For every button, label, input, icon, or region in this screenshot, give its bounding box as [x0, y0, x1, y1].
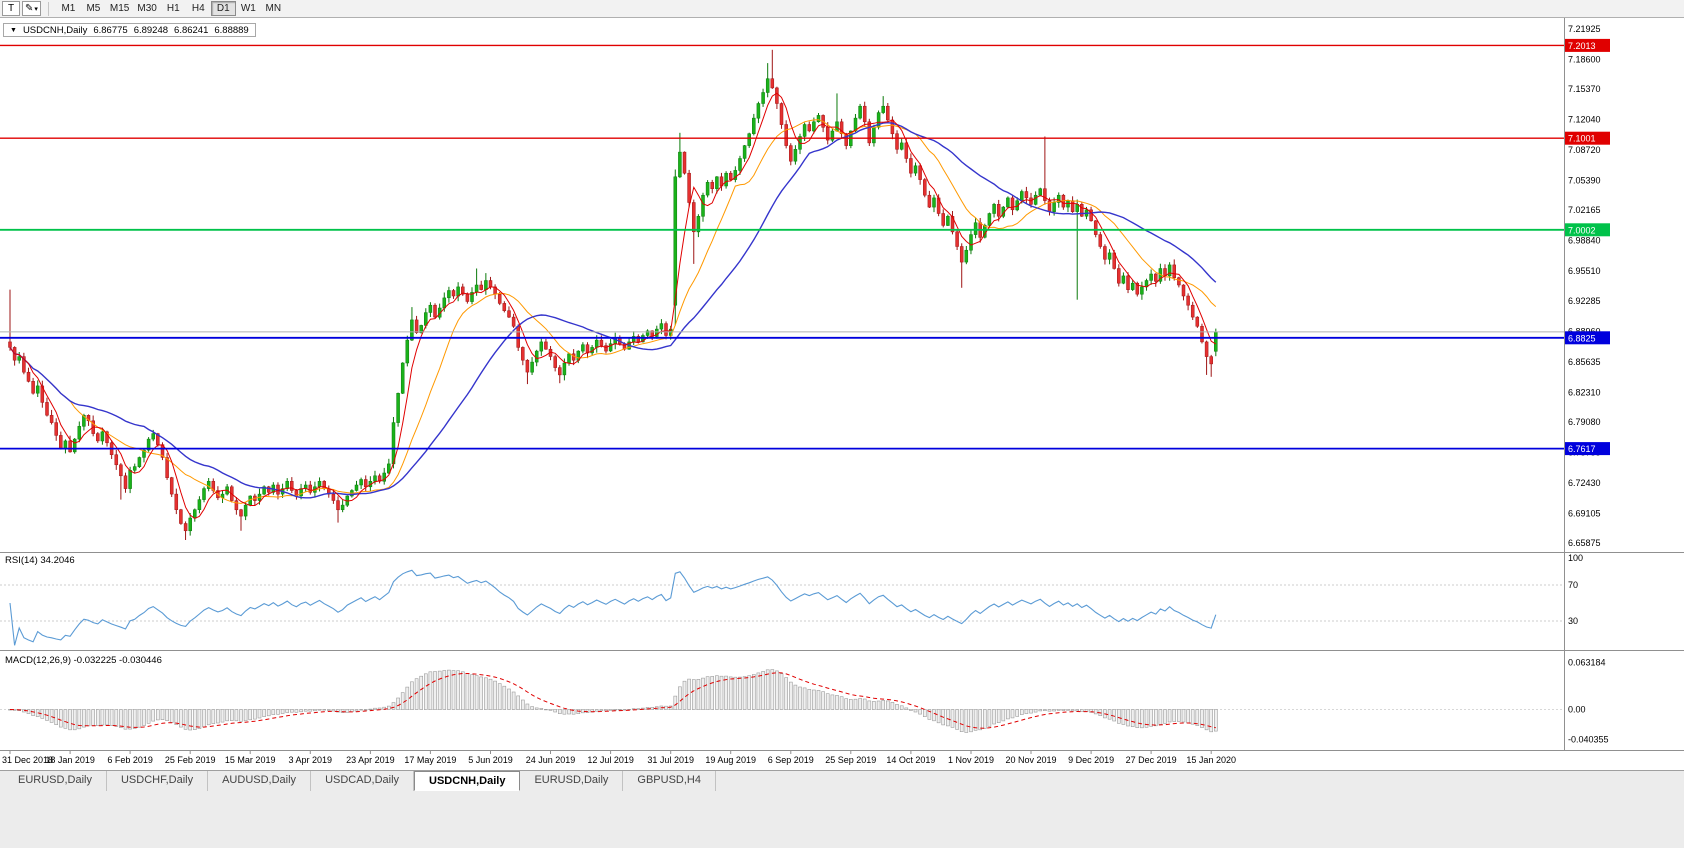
date-axis-label: 3 Apr 2019	[289, 755, 333, 765]
price-axis-tick: 7.05390	[1568, 176, 1601, 186]
date-axis-label: 19 Aug 2019	[705, 755, 756, 765]
date-axis-label: 20 Nov 2019	[1005, 755, 1056, 765]
price-axis-tick: 6.95510	[1568, 266, 1601, 276]
chevron-down-icon: ▾	[34, 5, 38, 13]
svg-text:7.0002: 7.0002	[1568, 225, 1596, 235]
rsi-axis-tick: 30	[1568, 616, 1578, 626]
price-axis-tick: 6.82310	[1568, 387, 1601, 397]
pointer-tool-button[interactable]: T	[2, 1, 20, 16]
svg-text:6.8825: 6.8825	[1568, 333, 1596, 343]
date-axis-label: 6 Feb 2019	[107, 755, 153, 765]
chart-title: ▼ USDCNH,Daily 6.86775 6.89248 6.86241 6…	[3, 23, 256, 37]
draw-tool-dropdown-button[interactable]: ✎ ▾	[22, 1, 41, 16]
ohlc-open: 6.86775	[93, 24, 128, 36]
date-axis-label: 25 Feb 2019	[165, 755, 216, 765]
date-axis-label: 31 Jul 2019	[647, 755, 694, 765]
date-axis-label: 18 Jan 2019	[45, 755, 95, 765]
chart-tab-gbpusd-h4[interactable]: GBPUSD,H4	[623, 771, 716, 791]
price-badge-7.2013: 7.2013	[1564, 38, 1610, 52]
date-axis-label: 23 Apr 2019	[346, 755, 395, 765]
timeframe-button-h1[interactable]: H1	[166, 3, 180, 14]
symbol-dropdown-icon[interactable]: ▼	[10, 26, 17, 34]
date-axis-label: 27 Dec 2019	[1126, 755, 1177, 765]
price-badge-6.7617: 6.7617	[1564, 442, 1610, 456]
chart-tab-eurusd-daily[interactable]: EURUSD,Daily	[4, 771, 107, 791]
price-axis-tick: 7.08720	[1568, 145, 1601, 155]
chart-symbol: USDCNH,Daily	[22, 24, 88, 36]
timeframe-button-m1[interactable]: M1	[61, 3, 76, 14]
toolbar: T ✎ ▾ M1 M5 M15 M30 H1 H4 D1 W1 MN	[0, 0, 1684, 18]
price-axis-tick: 6.92285	[1568, 296, 1601, 306]
rsi-axis-tick: 70	[1568, 580, 1578, 590]
price-axis-tick: 7.21925	[1568, 24, 1601, 34]
main-pane[interactable]	[0, 44, 1564, 540]
rsi-line	[9, 569, 1217, 646]
svg-text:7.2013: 7.2013	[1568, 41, 1596, 51]
timeframe-button-w1[interactable]: W1	[240, 3, 256, 14]
price-axis-tick: 7.15370	[1568, 84, 1601, 94]
price-axis[interactable]: 7.21925 7.18600 7.15370 7.12040 7.08720 7.053…	[1564, 24, 1610, 745]
chart-tab-usdcad-daily[interactable]: USDCAD,Daily	[311, 771, 415, 791]
chart-area[interactable]: 31 Dec 2018 18 Jan 2019 6 Feb 2019 25 Feb 2…	[0, 18, 1684, 770]
date-axis-label: 14 Oct 2019	[886, 755, 935, 765]
toolbar-separator	[47, 1, 49, 16]
date-axis-label: 12 Jul 2019	[587, 755, 634, 765]
timeframe-button-m5[interactable]: M5	[86, 3, 101, 14]
ohlc-close: 6.88889	[214, 24, 249, 36]
date-axis-label: 15 Mar 2019	[225, 755, 276, 765]
date-axis-label: 31 Dec 2018	[2, 755, 53, 765]
price-axis-tick: 7.02165	[1568, 205, 1601, 215]
price-badge-6.8825: 6.8825	[1564, 331, 1610, 345]
pen-icon: ✎	[25, 3, 34, 14]
price-badge-7.1001: 7.1001	[1564, 131, 1610, 145]
price-axis-tick: 6.98840	[1568, 236, 1601, 246]
date-axis-label: 15 Jan 2020	[1186, 755, 1236, 765]
price-axis-tick: 6.79080	[1568, 417, 1601, 427]
date-axis-label: 9 Dec 2019	[1068, 755, 1114, 765]
rsi-pane[interactable]	[0, 569, 1564, 646]
macd-indicator-label: MACD(12,26,9) -0.032225 -0.030446	[5, 655, 162, 666]
svg-text:6.7617: 6.7617	[1568, 444, 1596, 454]
macd-axis-tick: 0.00	[1568, 705, 1586, 715]
ohlc-low: 6.86241	[174, 24, 209, 36]
rsi-indicator-label: RSI(14) 34.2046	[5, 555, 75, 566]
timeframe-button-m30[interactable]: M30	[137, 3, 157, 14]
price-axis-tick: 6.69105	[1568, 508, 1601, 518]
timeframe-button-m15[interactable]: M15	[109, 3, 130, 14]
ma-slow-line	[9, 121, 1217, 499]
price-axis-tick: 6.72430	[1568, 478, 1601, 488]
timeframe-button-h4[interactable]: H4	[191, 3, 205, 14]
timeframe-button-d1[interactable]: D1	[210, 1, 236, 16]
chart-tab-usdchf-daily[interactable]: USDCHF,Daily	[107, 771, 209, 791]
date-axis-label: 17 May 2019	[404, 755, 456, 765]
price-axis-tick: 7.12040	[1568, 115, 1601, 125]
window-bottom-area	[0, 791, 1684, 848]
date-axis-label: 24 Jun 2019	[526, 755, 576, 765]
chart-tab-eurusd-daily[interactable]: EURUSD,Daily	[520, 771, 624, 791]
timeframe-button-mn[interactable]: MN	[265, 3, 282, 14]
macd-signal-line	[9, 672, 1216, 729]
date-axis-label: 5 Jun 2019	[468, 755, 513, 765]
price-axis-tick: 6.65875	[1568, 538, 1601, 548]
price-axis-tick: 6.85635	[1568, 357, 1601, 367]
svg-text:7.1001: 7.1001	[1568, 134, 1596, 144]
date-axis-label: 25 Sep 2019	[825, 755, 876, 765]
timeframe-buttons: M1 M5 M15 M30 H1 H4 D1 W1 MN	[56, 1, 286, 16]
ohlc-high: 6.89248	[133, 24, 169, 36]
rsi-axis-tick: 100	[1568, 553, 1583, 563]
macd-axis-tick: 0.063184	[1568, 658, 1606, 668]
macd-pane[interactable]	[0, 669, 1564, 733]
price-axis-tick: 7.18600	[1568, 54, 1601, 64]
chart-tab-bar: EURUSD,Daily USDCHF,Daily AUDUSD,Daily USDC…	[0, 770, 1684, 791]
chart-tab-usdcnh-daily[interactable]: USDCNH,Daily	[414, 771, 521, 791]
date-axis-label: 1 Nov 2019	[948, 755, 994, 765]
date-axis-label: 6 Sep 2019	[768, 755, 814, 765]
chart-tab-audusd-daily[interactable]: AUDUSD,Daily	[208, 771, 312, 791]
price-badge-7.0002: 7.0002	[1564, 223, 1610, 237]
ma-mid-line	[9, 119, 1217, 504]
ma-fast-line	[9, 92, 1217, 519]
macd-axis-tick: -0.040355	[1568, 734, 1609, 744]
